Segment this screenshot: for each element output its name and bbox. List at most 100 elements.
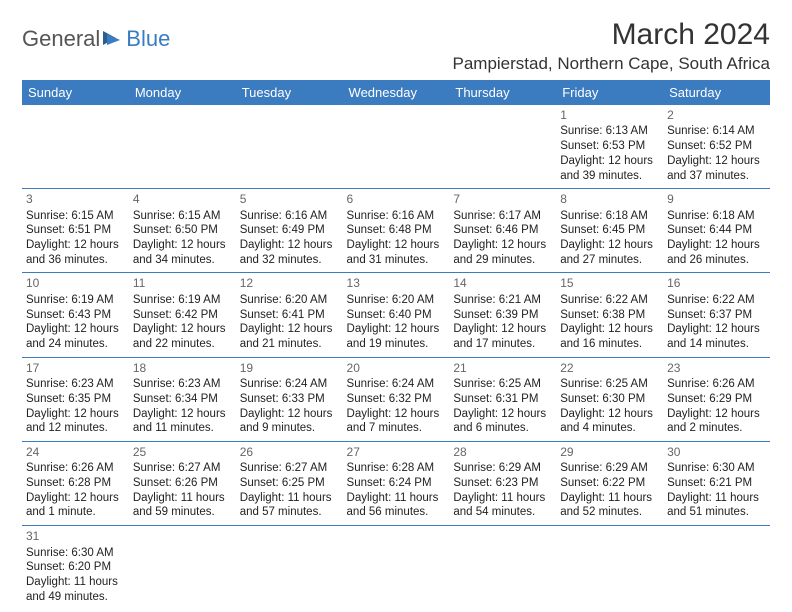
daylight-line: Daylight: 12 hours and 36 minutes.: [26, 238, 125, 267]
sunset-line: Sunset: 6:50 PM: [133, 223, 232, 238]
calendar-cell: [129, 526, 236, 610]
day-number: 29: [560, 445, 659, 460]
sunset-line: Sunset: 6:43 PM: [26, 308, 125, 323]
sunrise-line: Sunrise: 6:23 AM: [26, 377, 125, 392]
day-number: 13: [347, 276, 446, 291]
day-number: 16: [667, 276, 766, 291]
sunrise-line: Sunrise: 6:22 AM: [560, 293, 659, 308]
sunrise-line: Sunrise: 6:24 AM: [347, 377, 446, 392]
daylight-line: Daylight: 12 hours and 6 minutes.: [453, 407, 552, 436]
calendar-body: 1Sunrise: 6:13 AMSunset: 6:53 PMDaylight…: [22, 105, 770, 609]
sunrise-line: Sunrise: 6:20 AM: [347, 293, 446, 308]
daylight-line: Daylight: 12 hours and 2 minutes.: [667, 407, 766, 436]
calendar-cell: 15Sunrise: 6:22 AMSunset: 6:38 PMDayligh…: [556, 273, 663, 357]
sunset-line: Sunset: 6:33 PM: [240, 392, 339, 407]
sunset-line: Sunset: 6:44 PM: [667, 223, 766, 238]
logo-text-blue: Blue: [126, 26, 170, 52]
daylight-line: Daylight: 12 hours and 39 minutes.: [560, 154, 659, 183]
calendar-cell: 24Sunrise: 6:26 AMSunset: 6:28 PMDayligh…: [22, 441, 129, 525]
daylight-line: Daylight: 12 hours and 19 minutes.: [347, 322, 446, 351]
calendar-cell: 23Sunrise: 6:26 AMSunset: 6:29 PMDayligh…: [663, 357, 770, 441]
sunset-line: Sunset: 6:48 PM: [347, 223, 446, 238]
day-number: 19: [240, 361, 339, 376]
calendar-cell: 4Sunrise: 6:15 AMSunset: 6:50 PMDaylight…: [129, 189, 236, 273]
month-title: March 2024: [453, 18, 771, 52]
calendar-cell: 12Sunrise: 6:20 AMSunset: 6:41 PMDayligh…: [236, 273, 343, 357]
sunrise-line: Sunrise: 6:25 AM: [560, 377, 659, 392]
calendar-cell: [236, 526, 343, 610]
calendar-cell: 9Sunrise: 6:18 AMSunset: 6:44 PMDaylight…: [663, 189, 770, 273]
calendar-cell: 28Sunrise: 6:29 AMSunset: 6:23 PMDayligh…: [449, 441, 556, 525]
day-number: 8: [560, 192, 659, 207]
sunrise-line: Sunrise: 6:18 AM: [667, 209, 766, 224]
day-number: 2: [667, 108, 766, 123]
sunrise-line: Sunrise: 6:18 AM: [560, 209, 659, 224]
calendar-row: 10Sunrise: 6:19 AMSunset: 6:43 PMDayligh…: [22, 273, 770, 357]
calendar-cell: 11Sunrise: 6:19 AMSunset: 6:42 PMDayligh…: [129, 273, 236, 357]
calendar-cell: [556, 526, 663, 610]
sunrise-line: Sunrise: 6:30 AM: [667, 461, 766, 476]
daylight-line: Daylight: 12 hours and 29 minutes.: [453, 238, 552, 267]
calendar-cell: 7Sunrise: 6:17 AMSunset: 6:46 PMDaylight…: [449, 189, 556, 273]
weekday-header: Monday: [129, 80, 236, 105]
sunset-line: Sunset: 6:40 PM: [347, 308, 446, 323]
sunset-line: Sunset: 6:45 PM: [560, 223, 659, 238]
day-number: 27: [347, 445, 446, 460]
weekday-header: Tuesday: [236, 80, 343, 105]
sunrise-line: Sunrise: 6:27 AM: [240, 461, 339, 476]
day-number: 15: [560, 276, 659, 291]
flag-icon: [102, 29, 124, 50]
sunset-line: Sunset: 6:28 PM: [26, 476, 125, 491]
sunset-line: Sunset: 6:35 PM: [26, 392, 125, 407]
daylight-line: Daylight: 12 hours and 21 minutes.: [240, 322, 339, 351]
logo-text-general: General: [22, 26, 100, 52]
daylight-line: Daylight: 12 hours and 26 minutes.: [667, 238, 766, 267]
sunset-line: Sunset: 6:22 PM: [560, 476, 659, 491]
sunset-line: Sunset: 6:41 PM: [240, 308, 339, 323]
day-number: 30: [667, 445, 766, 460]
daylight-line: Daylight: 12 hours and 37 minutes.: [667, 154, 766, 183]
sunrise-line: Sunrise: 6:28 AM: [347, 461, 446, 476]
day-number: 28: [453, 445, 552, 460]
header: General Blue March 2024 Pampierstad, Nor…: [22, 18, 770, 74]
sunrise-line: Sunrise: 6:15 AM: [133, 209, 232, 224]
calendar-row: 24Sunrise: 6:26 AMSunset: 6:28 PM Dayligh…: [22, 441, 770, 525]
calendar-cell: 29Sunrise: 6:29 AMSunset: 6:22 PMDayligh…: [556, 441, 663, 525]
sunset-line: Sunset: 6:24 PM: [347, 476, 446, 491]
weekday-header: Friday: [556, 80, 663, 105]
sunrise-line: Sunrise: 6:29 AM: [453, 461, 552, 476]
calendar-cell: 6Sunrise: 6:16 AMSunset: 6:48 PMDaylight…: [343, 189, 450, 273]
calendar-cell: 22Sunrise: 6:25 AMSunset: 6:30 PMDayligh…: [556, 357, 663, 441]
sunrise-line: Sunrise: 6:26 AM: [26, 461, 125, 476]
location: Pampierstad, Northern Cape, South Africa: [453, 54, 771, 74]
weekday-header: Saturday: [663, 80, 770, 105]
daylight-line: Daylight: 12 hours and 4 minutes.: [560, 407, 659, 436]
day-number: 31: [26, 529, 125, 544]
daylight-line: Daylight: 12 hours and 27 minutes.: [560, 238, 659, 267]
calendar-cell: [236, 105, 343, 189]
sunset-line: Sunset: 6:38 PM: [560, 308, 659, 323]
day-number: 25: [133, 445, 232, 460]
sunset-line: Sunset: 6:29 PM: [667, 392, 766, 407]
sunrise-line: Sunrise: 6:21 AM: [453, 293, 552, 308]
day-number: 3: [26, 192, 125, 207]
day-number: 6: [347, 192, 446, 207]
sunset-line: Sunset: 6:32 PM: [347, 392, 446, 407]
calendar-cell: [449, 105, 556, 189]
day-number: 24: [26, 445, 125, 460]
day-number: 4: [133, 192, 232, 207]
daylight-line: Daylight: 11 hours and 49 minutes.: [26, 575, 125, 604]
day-number: 20: [347, 361, 446, 376]
daylight-line: Daylight: 11 hours and 56 minutes.: [347, 491, 446, 520]
daylight-line: Daylight: 12 hours and 12 minutes.: [26, 407, 125, 436]
day-number: 23: [667, 361, 766, 376]
sunrise-line: Sunrise: 6:30 AM: [26, 546, 125, 561]
daylight-line: Daylight: 12 hours and 17 minutes.: [453, 322, 552, 351]
calendar-cell: 10Sunrise: 6:19 AMSunset: 6:43 PMDayligh…: [22, 273, 129, 357]
calendar-cell: 13 Sunrise: 6:20 AMSunset: 6:40 PMDayligh…: [343, 273, 450, 357]
calendar-cell: 5Sunrise: 6:16 AMSunset: 6:49 PMDaylight…: [236, 189, 343, 273]
calendar-row: 1Sunrise: 6:13 AMSunset: 6:53 PMDaylight…: [22, 105, 770, 189]
sunrise-line: Sunrise: 6:14 AM: [667, 124, 766, 139]
sunrise-line: Sunrise: 6:19 AM: [26, 293, 125, 308]
day-number: 5: [240, 192, 339, 207]
